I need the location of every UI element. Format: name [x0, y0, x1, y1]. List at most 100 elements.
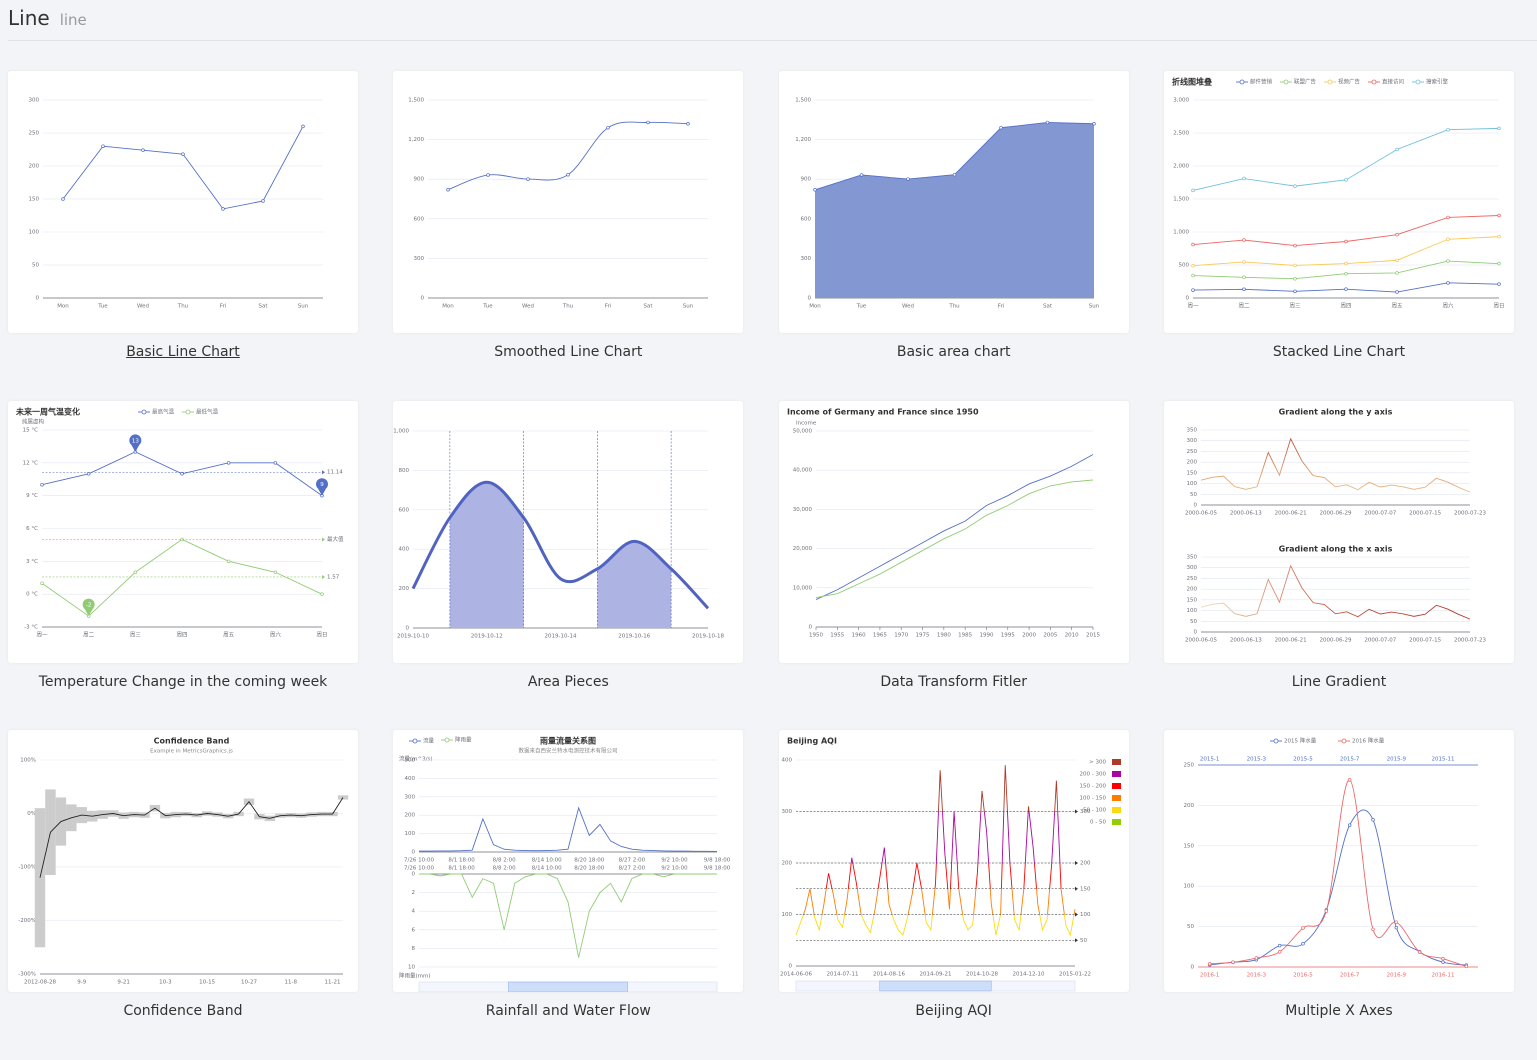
x-tick-label: 周二	[1238, 303, 1250, 310]
example-card[interactable]: 0 300 600 900 1,200 1,500 Mon Tue Wed Thu Fri Sat Su…	[393, 71, 744, 333]
y-tick-label: -200%	[18, 918, 36, 924]
y-tick-label: 0 °C	[26, 591, 38, 597]
x-tick-label: 9/2 10:00	[662, 866, 689, 872]
point	[1293, 276, 1297, 281]
point	[180, 471, 184, 476]
x-tick-label: Sat	[258, 304, 268, 310]
example-card[interactable]: 0 300 600 900 1,200 1,500 Mon Tue Wed Thu Fri Sat Su…	[778, 71, 1129, 333]
point	[1277, 943, 1282, 948]
mark-line-label: 100	[1080, 912, 1091, 918]
example-caption[interactable]: Data Transform Fitler	[880, 673, 1027, 690]
y-tick-label: 0	[406, 625, 410, 631]
y-tick-label: 1,000	[394, 428, 410, 434]
example-caption[interactable]: Rainfall and Water Flow	[485, 1003, 651, 1019]
x-tick-label: 8/1 18:00	[449, 858, 476, 864]
example-card[interactable]: 折线图堆叠 0 500 1,000 1,500 2,000 2,500 3,000 周一 周二 周三…	[1163, 71, 1514, 333]
point	[1441, 956, 1445, 961]
y-tick-label: 10,000	[792, 585, 812, 591]
example-caption[interactable]: Beijing AQI	[915, 1003, 992, 1019]
point	[301, 124, 305, 129]
point	[1091, 122, 1096, 126]
example-caption[interactable]: Multiple X Axes	[1285, 1003, 1393, 1019]
example-card[interactable]: Gradient along the y axis 0 50 100 150 200 250…	[1163, 400, 1514, 663]
legend-label: 视频广告	[1338, 78, 1361, 86]
point	[812, 188, 817, 192]
example-caption[interactable]: Basic Line Chart	[126, 344, 240, 360]
point	[226, 559, 231, 563]
x-tick-label: 2000-06-21	[1275, 510, 1307, 516]
y-tick-label: 20,000	[792, 546, 812, 552]
point	[1293, 184, 1297, 188]
y-tick-label: 100	[1183, 884, 1194, 890]
y-tick-label: 300	[414, 256, 425, 262]
chart-title: 折线图堆叠	[1172, 77, 1212, 87]
point	[40, 580, 44, 585]
point	[1293, 263, 1297, 268]
example-card[interactable]: 0 50 100 150 200 250 300 Mon Tue Wed Thu Fri Sat Sun	[8, 71, 358, 333]
point	[686, 122, 691, 126]
y-tick-label: 200	[1183, 803, 1194, 809]
example-card[interactable]: 未来一周气温变化 纯属虚构 -3 °C 0 °C 3 °C 6 °C 9 °C 12 °C 15…	[8, 400, 358, 663]
point	[1347, 778, 1352, 782]
divider	[8, 40, 1537, 41]
x-tick-label: 1975	[915, 632, 929, 638]
point	[1277, 950, 1282, 954]
visual-map-label: 50 - 100	[1083, 808, 1106, 814]
example-card[interactable]: Income of Germany and France since 1950 I…	[778, 400, 1129, 663]
example-card[interactable]: 0 50 100 150 200 250 2016-1 2016-3 2016-5 2016-7 2…	[1163, 730, 1514, 992]
x-tick-label: Fri	[220, 304, 227, 310]
point	[1497, 126, 1501, 131]
mark-line-arrow	[1074, 912, 1078, 917]
x-tick-label: 周六	[1442, 302, 1454, 310]
x-tick-label: 2014-10-28	[966, 972, 998, 978]
example-caption[interactable]: Area Pieces	[527, 673, 609, 690]
example-caption[interactable]: Temperature Change in the coming week	[38, 673, 328, 690]
page-subtitle: line	[59, 11, 87, 29]
example-caption[interactable]: Basic area chart	[896, 344, 1011, 360]
x-tick-label: 2014-07-11	[826, 972, 858, 978]
line	[62, 126, 304, 210]
data-zoom-window	[879, 980, 992, 992]
x-tick-label: 2000-06-13	[1230, 637, 1262, 643]
x-tick-label: 8/20 18:00	[575, 866, 605, 872]
example-card[interactable]: Beijing AQI 0 100 200 300 400 2014-06-06 2014-0…	[778, 730, 1129, 992]
y-tick-label: 0	[412, 850, 416, 856]
mark-line-label: 11.14	[327, 469, 343, 475]
point	[273, 460, 278, 465]
x-tick-label: 7/26 10:00	[404, 866, 434, 872]
mark-point-label: -2	[86, 602, 91, 608]
y-tick-label: 200	[781, 861, 792, 867]
visual-map-label: 0 - 50	[1090, 820, 1106, 826]
y-tick-label: 40,000	[792, 467, 812, 473]
mark-line-label: 300	[1080, 809, 1091, 815]
x-tick-label: 2000-06-13	[1230, 510, 1262, 516]
x-tick-label: 2000-06-29	[1320, 637, 1352, 643]
x-tick-label: 周二	[83, 631, 95, 638]
chart-thumbnail: 0 300 600 900 1,200 1,500 Mon Tue Wed Thu Fri Sat Su…	[795, 98, 1099, 310]
chart-thumbnail: 0 50 100 150 200 250 300 Mon Tue Wed Thu Fri Sat Sun	[29, 98, 323, 310]
x-tick-label: 10-15	[199, 980, 215, 986]
example-card[interactable]: 0 200 400 600 800 1,000 2019-10-10 2019-10-12 20…	[393, 400, 744, 663]
y-tick-label: 250	[1183, 763, 1194, 769]
example-caption[interactable]: Confidence Band	[123, 1003, 243, 1019]
x-tick-label: 8/8 2:00	[493, 866, 516, 872]
x-tick-label: 7/26 10:00	[404, 858, 434, 864]
point	[1324, 909, 1329, 913]
example-card[interactable]: 雨量流量关系图 数据来自西安兰特水电测控技术有限公司 流量(m^3/s) 0 100 20…	[393, 730, 744, 992]
x-tick-label: 1995	[1000, 632, 1014, 638]
x-tick-label: Sat	[644, 304, 654, 310]
y-tick-label: 300	[29, 98, 40, 104]
y-tick-label: 50	[1187, 924, 1194, 930]
y-tick-label: 2,000	[1173, 164, 1189, 170]
point	[181, 152, 185, 156]
line	[815, 479, 1093, 598]
example-caption[interactable]: Smoothed Line Chart	[494, 344, 643, 360]
y-tick-label: 2,500	[1173, 131, 1189, 137]
y-tick-label: 250	[1186, 575, 1197, 581]
mark-point-label: 13	[132, 438, 139, 444]
example-caption[interactable]: Stacked Line Chart	[1272, 344, 1406, 360]
y-tick-label: 1,500	[409, 98, 425, 104]
example-card[interactable]: Confidence Band Example in MetricsGraphic…	[8, 730, 358, 992]
example-caption[interactable]: Line Gradient	[1291, 673, 1387, 690]
mark-line-arrow	[1074, 861, 1078, 865]
